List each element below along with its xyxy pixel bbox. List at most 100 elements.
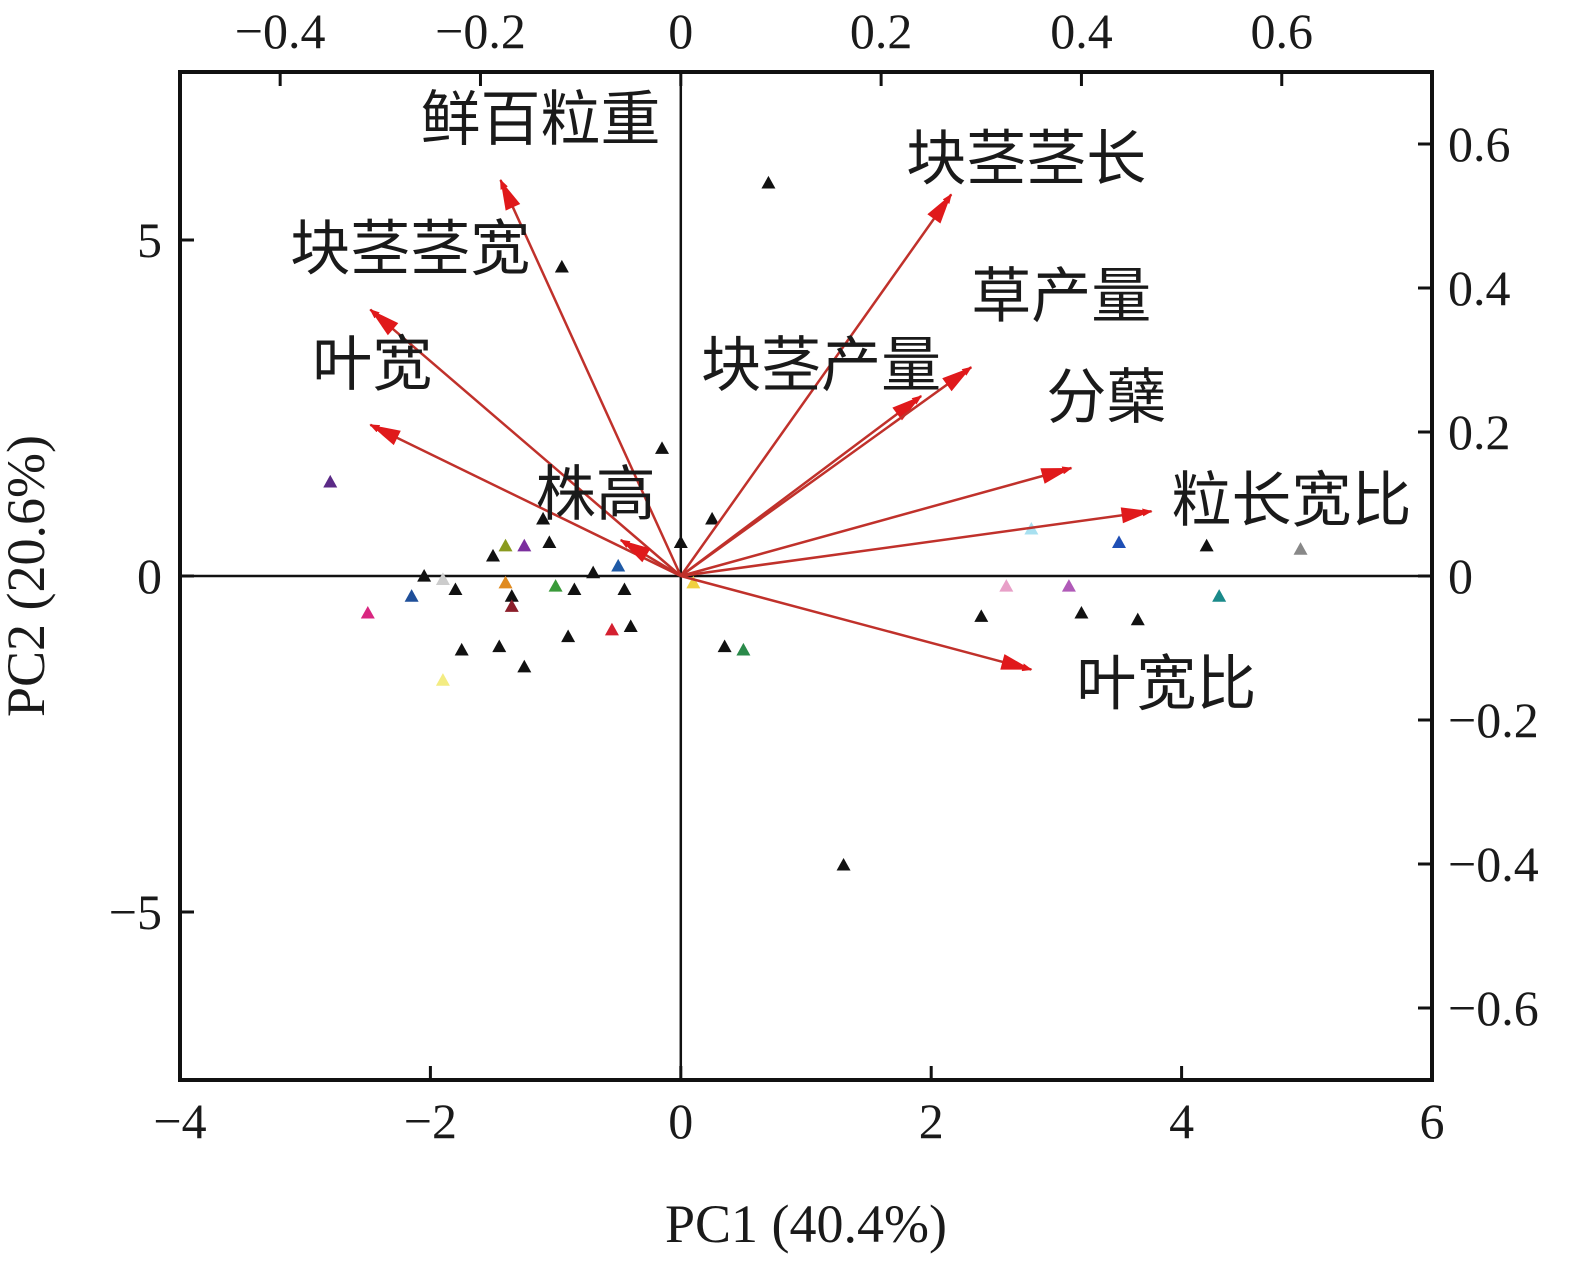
loading-arrow-head [370, 424, 401, 446]
top-tick-label: −0.2 [435, 3, 526, 59]
score-point [611, 558, 626, 572]
score-point [623, 619, 638, 632]
loading-arrow-head [1000, 654, 1032, 670]
score-point [435, 572, 450, 585]
x-axis-top-ticks: −0.4 −0.2 0 0.2 0.4 0.6 [235, 3, 1313, 86]
right-tick-label: 0.6 [1448, 116, 1511, 172]
loading-arrow [369, 423, 682, 578]
loading-arrow-head [620, 540, 651, 563]
top-tick-label: 0 [668, 3, 693, 59]
score-point [435, 673, 450, 686]
y-axis-title: PC2 (20.6%) [0, 435, 56, 717]
loading-arrows [369, 179, 1153, 672]
loading-arrow-head [927, 194, 952, 224]
loading-arrow-head [1120, 507, 1152, 524]
score-point [1293, 542, 1308, 555]
loading-arrow [369, 308, 682, 577]
x-tick-label: −4 [153, 1093, 206, 1149]
top-tick-label: 0.2 [850, 3, 913, 59]
top-tick-label: −0.4 [235, 3, 326, 59]
score-point [360, 605, 375, 619]
y-axis-left-ticks: −5 0 5 [109, 212, 194, 940]
score-point [504, 599, 519, 612]
score-point [604, 622, 619, 636]
score-point [323, 474, 338, 488]
loading-arrow [680, 466, 1073, 578]
loading-label: 粒长宽比 [1172, 466, 1412, 536]
loading-arrow [680, 366, 973, 578]
loading-label: 鲜百粒重 [421, 85, 661, 155]
loading-arrow-head [370, 309, 399, 336]
loading-label: 草产量 [971, 262, 1151, 332]
right-tick-label: −0.4 [1448, 836, 1539, 892]
right-tick-label: −0.2 [1448, 692, 1539, 748]
score-point [717, 639, 732, 653]
score-point [542, 535, 557, 548]
score-point [448, 582, 463, 596]
score-point [1074, 605, 1089, 619]
loading-label: 块茎茎长 [906, 124, 1146, 194]
score-point [1112, 535, 1126, 548]
score-point [548, 579, 563, 592]
right-tick-label: 0.2 [1448, 404, 1511, 460]
score-point [999, 579, 1014, 592]
score-point [517, 538, 532, 552]
x-tick-label: 6 [1420, 1093, 1445, 1149]
loading-label: 叶宽比 [1076, 650, 1256, 720]
loading-label: 分蘖 [1046, 363, 1166, 433]
loading-arrow [680, 574, 1033, 672]
score-point [417, 569, 432, 582]
loading-label: 叶宽 [312, 330, 432, 400]
x-tick-label: 2 [919, 1093, 944, 1149]
loading-arrow [680, 508, 1153, 578]
score-point [536, 511, 551, 525]
loading-arrow-head [892, 396, 922, 421]
score-points [323, 175, 1308, 871]
y-tick-label: −5 [109, 884, 162, 940]
x-tick-label: 0 [668, 1093, 693, 1149]
score-point [974, 609, 989, 622]
x-axis-title: PC1 (40.4%) [665, 1194, 947, 1254]
score-point [504, 589, 519, 602]
score-point [1212, 589, 1227, 602]
top-tick-label: 0.4 [1050, 3, 1113, 59]
score-point [1061, 579, 1076, 592]
score-point [498, 575, 513, 589]
score-point [1199, 538, 1214, 552]
right-tick-label: 0.4 [1448, 260, 1511, 316]
score-point [567, 582, 582, 596]
loading-arrow [499, 179, 682, 577]
score-point [617, 582, 632, 596]
score-point [561, 629, 576, 643]
x-axis-bottom-ticks: −4 −2 0 2 4 6 [153, 1066, 1445, 1149]
score-point [486, 548, 500, 562]
score-point [736, 642, 751, 656]
loading-label: 块茎茎宽 [290, 215, 530, 285]
y-tick-label: 5 [137, 212, 162, 268]
score-point [404, 589, 419, 602]
score-point [517, 659, 532, 673]
y-axis-right-ticks: 0.6 0.4 0.2 0 −0.2 −0.4 −0.6 [1418, 116, 1539, 1036]
y-tick-label: 0 [137, 548, 162, 604]
right-tick-label: −0.6 [1448, 980, 1539, 1036]
score-point [498, 538, 513, 552]
right-tick-label: 0 [1448, 548, 1473, 604]
loading-label: 株高 [536, 460, 656, 530]
score-point [761, 175, 776, 189]
score-point [586, 565, 601, 579]
loading-arrow [679, 193, 953, 577]
loading-arrow-head [1040, 468, 1072, 484]
loading-arrow-head [500, 180, 521, 211]
score-point [492, 639, 507, 653]
top-tick-label: 0.6 [1251, 3, 1314, 59]
x-tick-label: 4 [1169, 1093, 1194, 1149]
loading-arrow-head [942, 367, 972, 392]
x-tick-label: −2 [404, 1093, 457, 1149]
score-point [454, 642, 469, 656]
score-point [655, 441, 670, 454]
score-point [554, 259, 569, 273]
score-point [836, 857, 851, 871]
score-point [1130, 612, 1145, 626]
